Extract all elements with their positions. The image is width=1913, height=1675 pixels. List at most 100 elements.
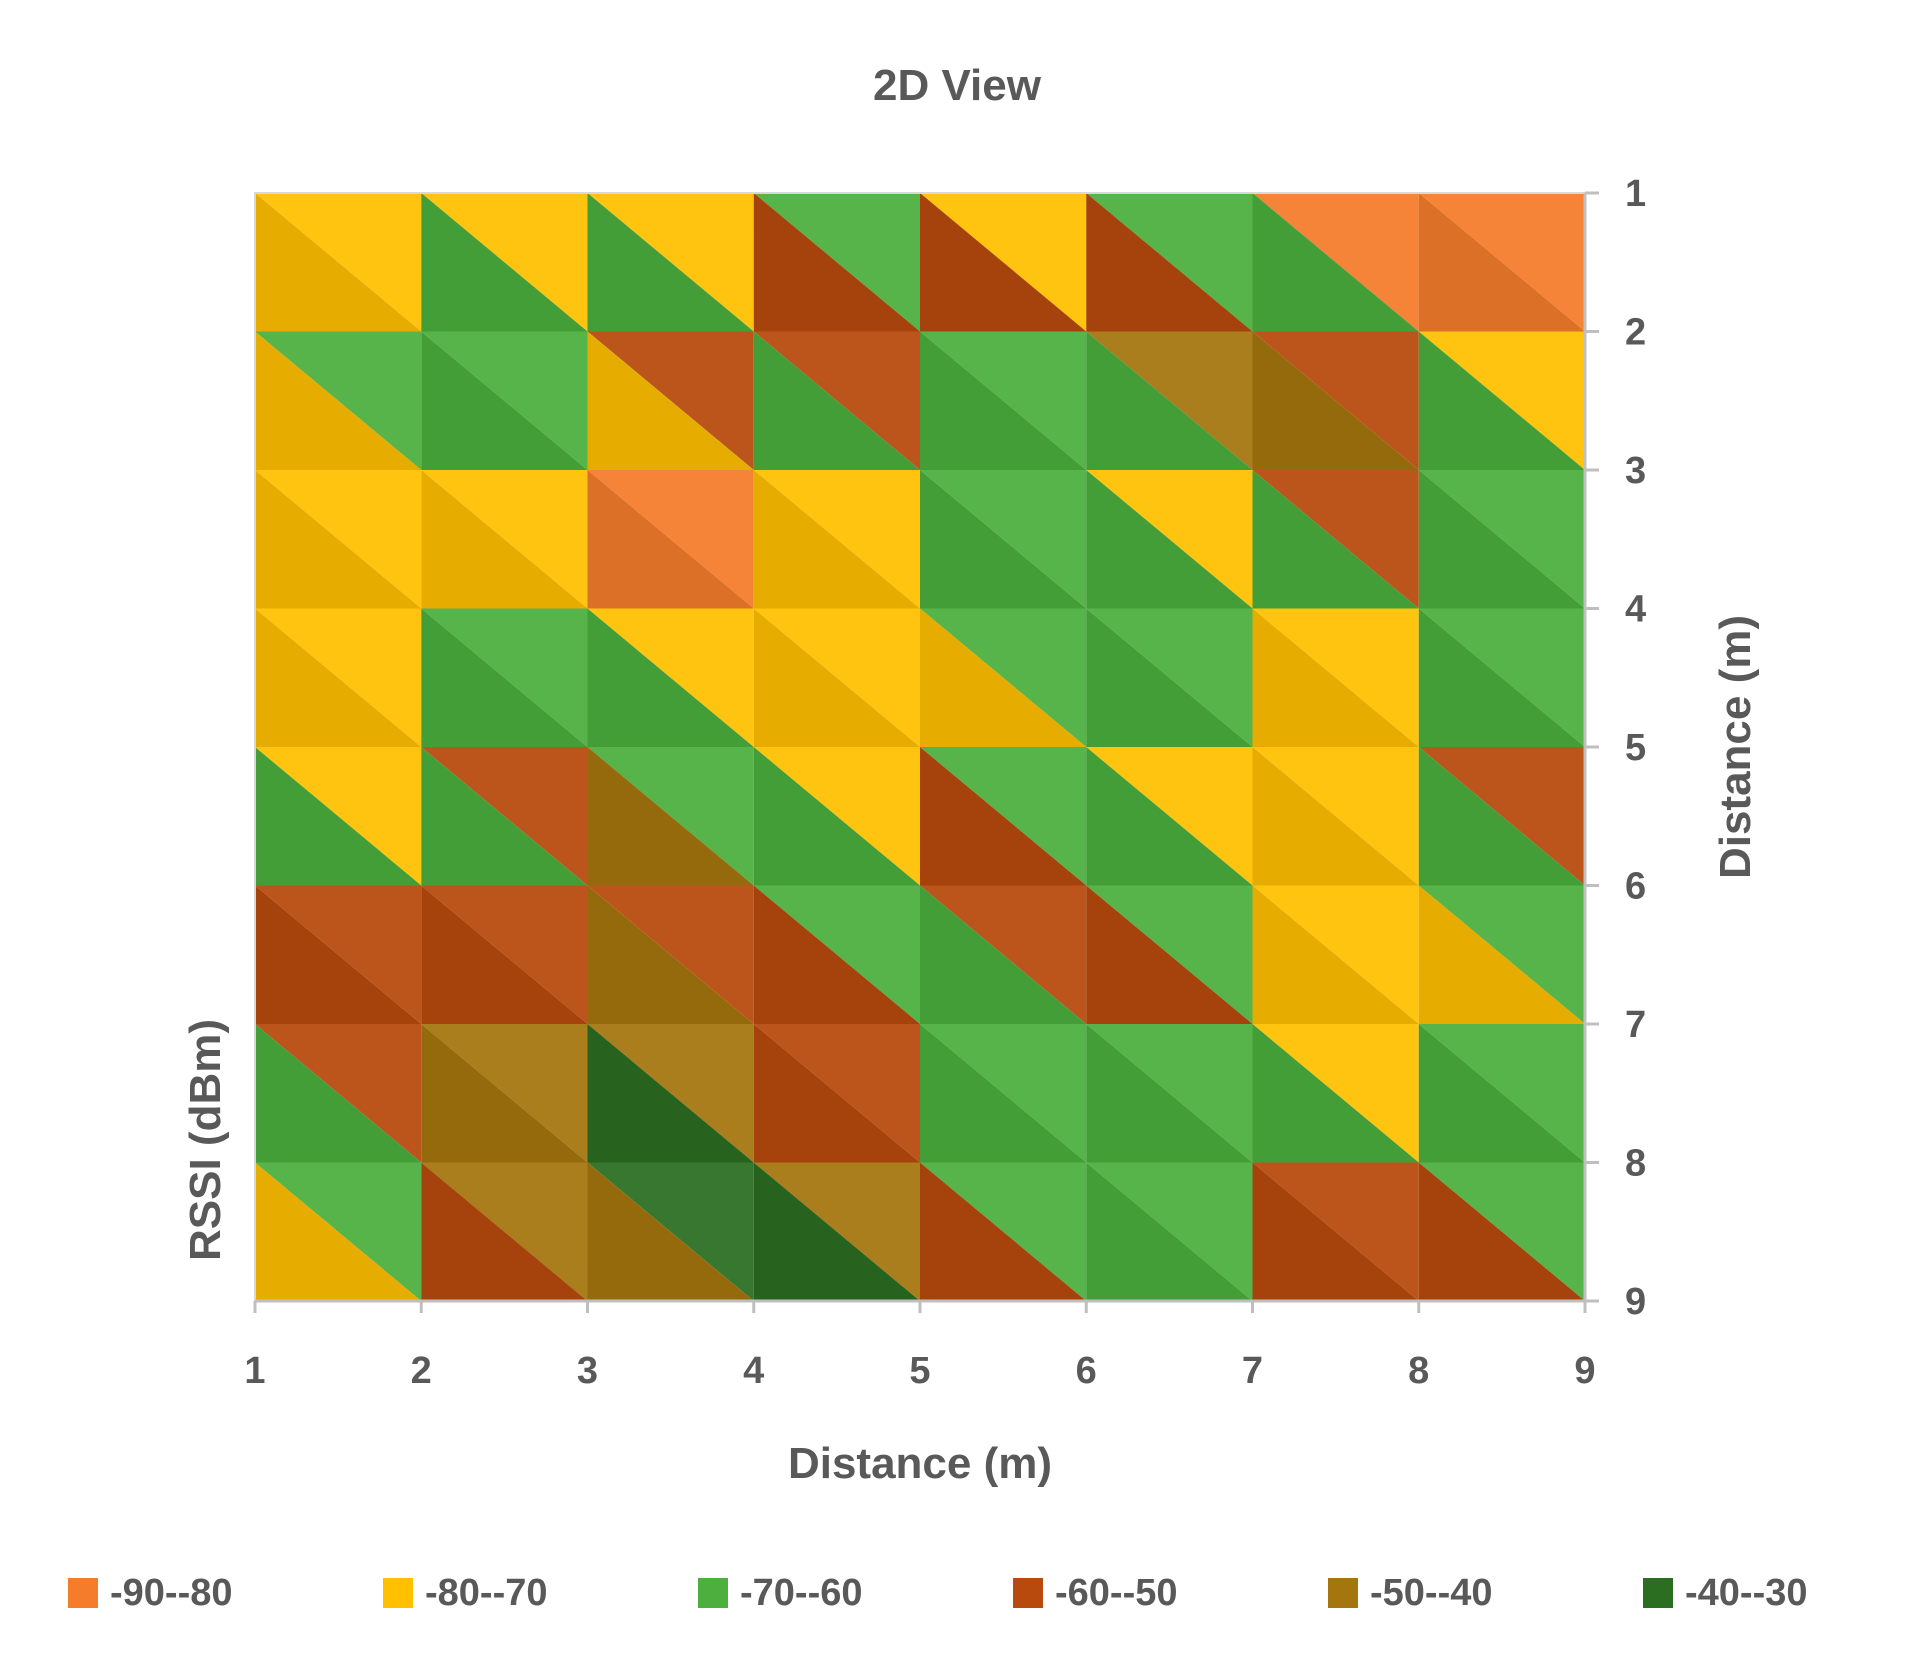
y-axis-tick-label: 8 (1625, 1143, 1646, 1185)
legend-item: -70--60 (698, 1572, 863, 1614)
surface-cell (255, 747, 422, 886)
legend-label: -50--40 (1370, 1572, 1493, 1614)
surface-cell (753, 1024, 920, 1163)
surface-cell (1252, 193, 1419, 332)
surface-cell (255, 331, 422, 470)
surface-cell (587, 193, 754, 332)
surface-cell (753, 747, 920, 886)
legend-item: -90--80 (68, 1572, 233, 1614)
surface-cell (920, 747, 1087, 886)
surface-cell (920, 1162, 1087, 1301)
surface-cell (587, 470, 754, 609)
surface-cell (1252, 470, 1419, 609)
surface-cell (587, 608, 754, 747)
surface-cell (753, 331, 920, 470)
surface-cell (255, 885, 422, 1024)
legend: -90--80 -80--70 -70--60 -60--50 -50--40 -40--… (68, 1572, 1808, 1614)
surface-cell (587, 1162, 754, 1301)
legend-label: -60--50 (1055, 1572, 1178, 1614)
surface-cell (421, 885, 588, 1024)
axes: 1 2 3 4 5 6 7 8 9 1 2 3 4 5 6 7 8 9 (244, 173, 1646, 1392)
surface-cell (1418, 885, 1585, 1024)
surface-cell (255, 470, 422, 609)
y-axis-tick-label: 7 (1625, 1004, 1646, 1046)
surface-cell (753, 885, 920, 1024)
surface-cell (1418, 608, 1585, 747)
legend-swatch (1328, 1578, 1358, 1608)
legend-label: -90--80 (110, 1572, 233, 1614)
x-axis-tick-label: 7 (1242, 1350, 1263, 1392)
surface-cell (255, 193, 422, 332)
y-axis-tick-label: 2 (1625, 312, 1646, 354)
x-axis-tick-label: 4 (743, 1350, 764, 1392)
surface-cell (1086, 470, 1253, 609)
y-axis-tick-label: 6 (1625, 866, 1646, 908)
x-axis-tick-label: 5 (909, 1350, 930, 1392)
x-axis-tick-label: 3 (577, 1350, 598, 1392)
y-axis-label: Distance (m) (1711, 615, 1760, 879)
surface-cell (587, 747, 754, 886)
surface-cell (753, 608, 920, 747)
z-axis-label: RSSI (dBm) (181, 1019, 230, 1261)
x-axis-label: Distance (m) (788, 1439, 1052, 1488)
surface-cell (920, 331, 1087, 470)
surface-cell (1418, 1162, 1585, 1301)
legend-swatch (1013, 1578, 1043, 1608)
surface-cell (1086, 608, 1253, 747)
surface-cell (920, 608, 1087, 747)
surface-cell (1086, 1162, 1253, 1301)
surface-cell (255, 1162, 422, 1301)
surface-cell (1418, 1024, 1585, 1163)
surface-cell (255, 608, 422, 747)
surface-cell (753, 193, 920, 332)
x-axis-tick-label: 8 (1408, 1350, 1429, 1392)
surface-cell (255, 1024, 422, 1163)
surface-cell (1086, 1024, 1253, 1163)
surface-cell (587, 1024, 754, 1163)
surface-cell (920, 1024, 1087, 1163)
surface-cell (1252, 1024, 1419, 1163)
x-axis-tick-label: 1 (244, 1350, 265, 1392)
surface-cell (920, 470, 1087, 609)
surface-cell (1252, 885, 1419, 1024)
surface-cell (920, 193, 1087, 332)
legend-item: -40--30 (1643, 1572, 1808, 1614)
legend-label: -40--30 (1685, 1572, 1808, 1614)
surface-cell (1418, 470, 1585, 609)
x-axis-tick-label: 6 (1076, 1350, 1097, 1392)
surface-cell (421, 608, 588, 747)
surface-cell (421, 193, 588, 332)
y-axis-tick-label: 5 (1625, 727, 1646, 769)
y-axis-tick-label: 1 (1625, 173, 1646, 215)
surface-cell (421, 470, 588, 609)
x-axis-tick-label: 2 (411, 1350, 432, 1392)
surface-cell (587, 331, 754, 470)
legend-item: -60--50 (1013, 1572, 1178, 1614)
legend-swatch (1643, 1578, 1673, 1608)
surface-cell (1418, 331, 1585, 470)
surface-cell (1252, 331, 1419, 470)
legend-swatch (383, 1578, 413, 1608)
surface-cell (421, 1024, 588, 1163)
legend-item: -50--40 (1328, 1572, 1493, 1614)
chart-title: 2D View (873, 61, 1042, 110)
surface-cell (1252, 747, 1419, 886)
surface-cell (421, 1162, 588, 1301)
x-axis-tick-label: 9 (1574, 1350, 1595, 1392)
surface-cell (1252, 608, 1419, 747)
legend-label: -70--60 (740, 1572, 863, 1614)
y-axis-tick-label: 3 (1625, 450, 1646, 492)
surface-cell (587, 885, 754, 1024)
surface-cell (753, 1162, 920, 1301)
y-axis-tick-label: 9 (1625, 1281, 1646, 1323)
surface-cell (1418, 747, 1585, 886)
surface-cell (1086, 331, 1253, 470)
surface-cell (1086, 885, 1253, 1024)
surface-cell (920, 885, 1087, 1024)
surface-cell (1252, 1162, 1419, 1301)
legend-swatch (698, 1578, 728, 1608)
legend-label: -80--70 (425, 1572, 548, 1614)
surface-cell (1086, 747, 1253, 886)
surface-cell (753, 470, 920, 609)
